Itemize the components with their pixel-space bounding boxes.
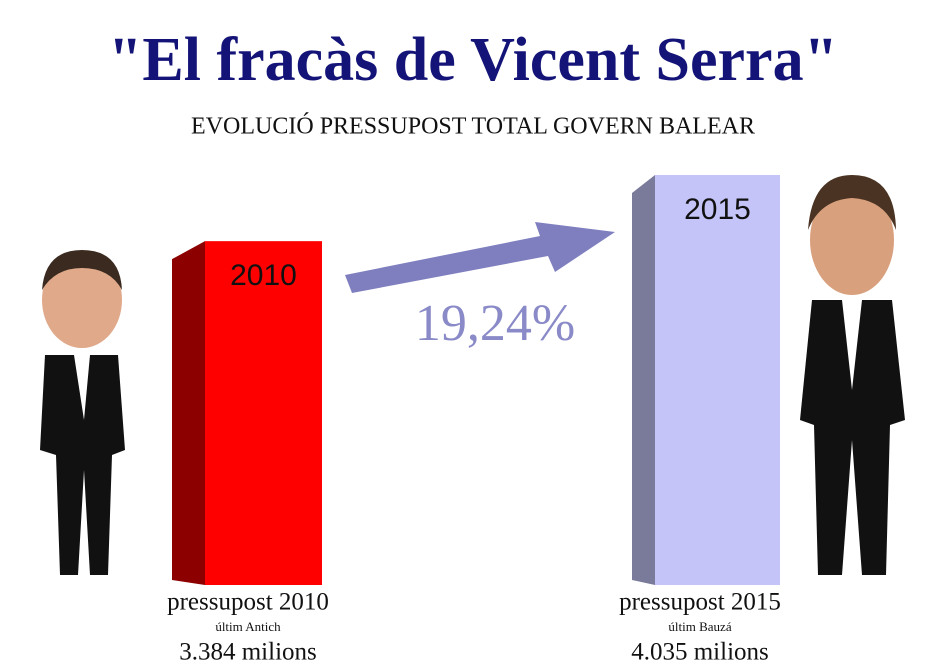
chart-title: "El fracàs de Vicent Serra" [108, 26, 838, 94]
person-left [40, 250, 125, 575]
growth-arrow [345, 222, 615, 293]
bar-category-label: 2015 [684, 193, 751, 226]
bar-side [632, 175, 655, 585]
caption: pressupost 2015 [619, 589, 781, 616]
bar [655, 175, 780, 585]
subcaption: últim Bauzá [668, 619, 731, 634]
bar-category-label: 2010 [230, 259, 297, 292]
value-label: 4.035 milions [631, 639, 769, 666]
bar-side [172, 241, 205, 586]
value-label: 3.384 milions [179, 639, 317, 666]
growth-annotation: 19,24% [415, 295, 575, 352]
subcaption: últim Antich [215, 619, 281, 634]
person-right [800, 175, 905, 575]
chart-subtitle: EVOLUCIÓ PRESSUPOST TOTAL GOVERN BALEAR [191, 113, 755, 140]
caption: pressupost 2010 [167, 589, 329, 616]
bar [205, 241, 322, 586]
